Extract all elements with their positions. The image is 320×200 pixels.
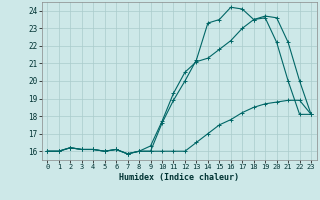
X-axis label: Humidex (Indice chaleur): Humidex (Indice chaleur)	[119, 173, 239, 182]
